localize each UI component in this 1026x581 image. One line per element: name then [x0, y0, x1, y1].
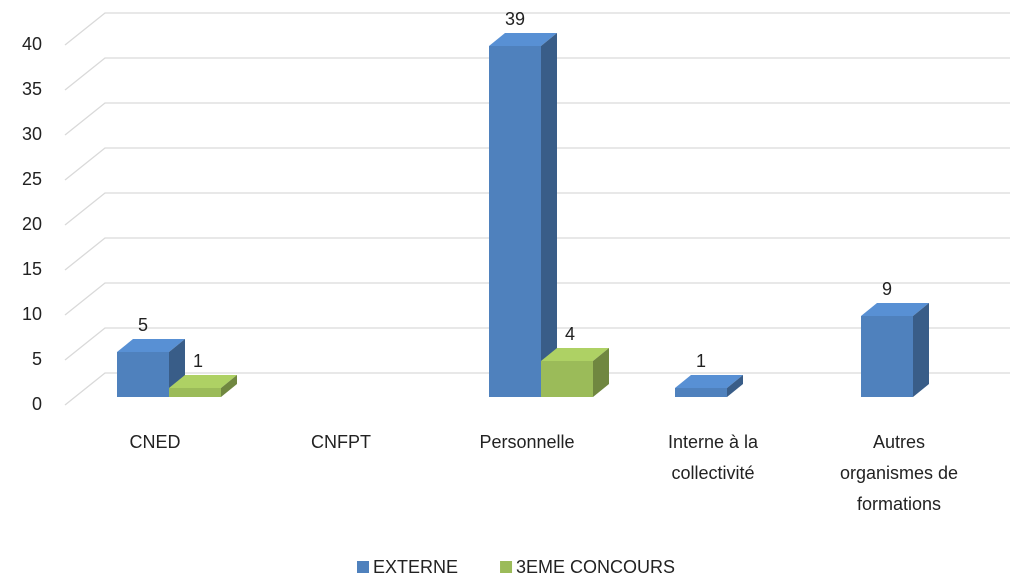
bar-side: [727, 375, 743, 397]
bar-front: [861, 316, 913, 397]
grid-line: [64, 12, 1010, 46]
data-label: 1: [696, 351, 706, 371]
bar-top: [861, 303, 929, 316]
legend-label: 3EME CONCOURS: [516, 557, 675, 577]
y-tick-label: 30: [22, 124, 42, 144]
bar-side: [541, 33, 557, 397]
data-label: 4: [565, 324, 575, 344]
bar-top: [675, 375, 743, 388]
data-label: 39: [505, 9, 525, 29]
legend-swatch: [500, 561, 513, 573]
y-tick-label: 10: [22, 304, 42, 324]
grid-line: [64, 192, 1010, 226]
bar-top: [489, 33, 557, 46]
data-label: 5: [138, 315, 148, 335]
bar-front: [541, 361, 593, 397]
grid-line: [64, 237, 1010, 271]
bar-top: [541, 348, 609, 361]
y-tick-label: 25: [22, 169, 42, 189]
bar: [861, 303, 929, 397]
legend-swatch: [357, 561, 369, 573]
bar-side: [593, 348, 609, 397]
y-tick-label: 15: [22, 259, 42, 279]
bar-top: [117, 339, 185, 352]
y-tick-label: 35: [22, 79, 42, 99]
x-tick-label: Autres organismes de formations: [839, 432, 959, 514]
grid-line: [64, 147, 1010, 181]
bar-front: [489, 46, 541, 397]
grid-line: [64, 102, 1010, 136]
bar: [169, 375, 237, 397]
grid-line: [64, 57, 1010, 91]
grid-line: [64, 372, 1010, 406]
bar: [541, 348, 609, 397]
x-tick-label: Interne à la collectivité: [667, 432, 759, 483]
y-tick-label: 40: [22, 34, 42, 54]
bar-front: [169, 388, 221, 397]
x-tick-label: CNFPT: [311, 432, 371, 452]
data-label: 1: [193, 351, 203, 371]
bar: [675, 375, 743, 397]
grid-line: [64, 282, 1010, 316]
y-tick-label: 5: [32, 349, 42, 369]
bar-side: [913, 303, 929, 397]
bar-side: [221, 375, 237, 397]
x-tick-label: CNED: [129, 432, 181, 452]
bar-top: [169, 375, 237, 388]
legend-label: EXTERNE: [373, 557, 458, 577]
bar-front: [117, 352, 169, 397]
y-tick-label: 0: [32, 394, 42, 414]
x-tick-label: Personnelle: [479, 432, 575, 452]
data-label: 9: [882, 279, 892, 299]
bar: [489, 33, 557, 397]
bar-front: [675, 388, 727, 397]
y-tick-label: 20: [22, 214, 42, 234]
grid-line: [64, 327, 1010, 361]
